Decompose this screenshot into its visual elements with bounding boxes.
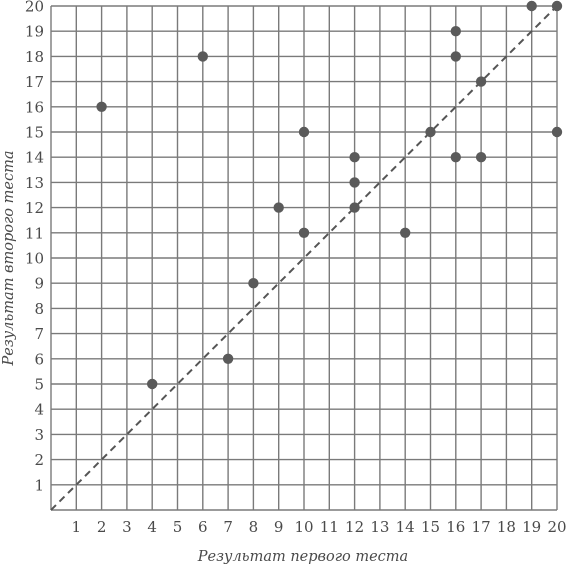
y-tick-label: 16 [25,98,44,116]
x-tick-label: 7 [223,518,233,536]
data-point [400,227,411,238]
data-point [349,177,360,188]
y-tick-label: 5 [34,376,44,394]
grid-lines [50,5,558,511]
y-tick-label: 4 [34,401,44,419]
y-axis-title: Результат второго теста [1,151,17,367]
x-tick-label: 1 [72,518,82,536]
data-point [96,101,107,113]
data-point [450,26,461,37]
data-point [450,51,461,62]
x-tick-label: 14 [396,518,415,536]
x-axis-title: Результат первого теста [197,549,408,565]
x-tick-label: 15 [421,518,440,536]
x-tick-label: 9 [274,518,284,536]
data-point [273,202,284,213]
y-tick-label: 15 [25,124,44,142]
y-tick-label: 3 [34,426,44,444]
x-tick-label: 4 [147,518,157,536]
x-tick-label: 18 [497,518,516,536]
data-point [298,227,310,238]
data-point [298,126,310,138]
data-point [551,126,563,138]
y-tick-label: 18 [25,48,44,66]
x-tick-label: 13 [370,518,389,536]
data-point [526,0,537,12]
data-point [425,126,436,138]
x-tick-label: 6 [198,518,208,536]
data-point [349,202,360,213]
y-tick-label: 9 [34,275,44,293]
y-tick-label: 12 [25,199,44,217]
x-tick-label: 8 [249,518,259,536]
y-tick-label: 7 [34,325,44,343]
x-tick-label: 17 [472,518,491,536]
y-tick-label: 20 [25,0,44,16]
x-tick-label: 19 [522,518,541,536]
x-tick-label: 3 [122,518,132,536]
data-point [349,152,360,163]
x-tick-label: 10 [294,518,313,536]
y-tick-label: 1 [34,476,44,494]
x-tick-label: 11 [320,518,339,536]
data-point [475,152,487,163]
data-point [147,378,158,390]
data-point [222,353,234,364]
y-tick-label: 11 [25,224,44,242]
x-tick-label: 2 [97,518,107,536]
y-tick-label: 13 [25,174,44,192]
y-tick-label: 2 [34,451,44,469]
data-point [248,278,259,289]
data-point [551,0,563,12]
data-points [96,0,563,390]
y-tick-label: 17 [25,73,44,91]
x-tick-label: 5 [173,518,183,536]
data-point [197,51,208,62]
x-tick-label: 12 [345,518,364,536]
x-tick-label: 20 [547,518,566,536]
x-axis-tick-labels: 1 2 3 4 5 6 7 8 9 10 11 12 13 14 15 16 17 18 19 20 [72,518,567,536]
y-tick-label: 14 [25,149,44,167]
x-tick-label: 16 [446,518,465,536]
y-tick-label: 6 [34,350,44,368]
y-tick-label: 10 [25,250,44,268]
y-tick-label: 19 [25,23,44,41]
data-point [450,152,461,163]
data-point [475,76,487,87]
y-tick-label: 8 [34,300,44,318]
